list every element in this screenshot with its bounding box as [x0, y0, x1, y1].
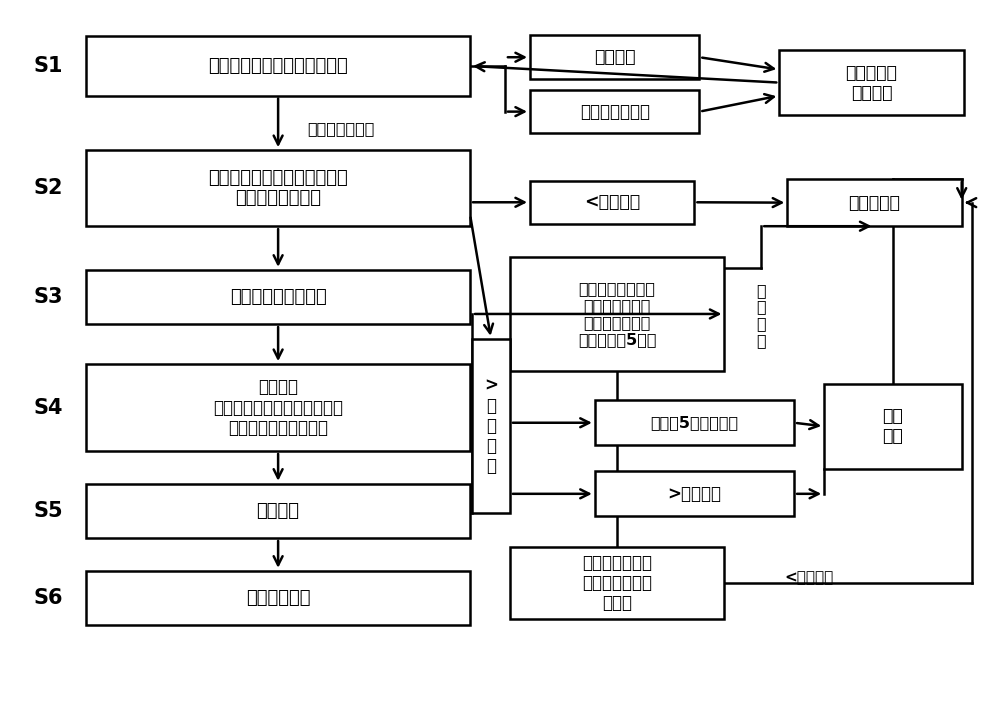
- FancyBboxPatch shape: [86, 483, 470, 538]
- Text: S2: S2: [34, 178, 63, 198]
- FancyBboxPatch shape: [86, 364, 470, 451]
- Text: S5: S5: [33, 501, 63, 521]
- Text: 相
差
较
大: 相 差 较 大: [756, 282, 766, 348]
- Text: 与至少5条数据接近: 与至少5条数据接近: [650, 415, 739, 430]
- Text: S3: S3: [34, 287, 63, 307]
- Text: S6: S6: [34, 588, 63, 608]
- Text: <免费时长: <免费时长: [785, 571, 834, 585]
- Text: 存在
停车: 存在 停车: [883, 408, 903, 446]
- FancyBboxPatch shape: [510, 547, 724, 620]
- Text: 通知管理员
辅助缴费: 通知管理员 辅助缴费: [846, 63, 897, 102]
- Text: 收缴费：
包括预缴费、结算、余额自动
缴费、管理员辅助缴费: 收缴费： 包括预缴费、结算、余额自动 缴费、管理员辅助缴费: [213, 379, 343, 437]
- Text: S4: S4: [34, 397, 63, 418]
- Text: 存在停车时自动计费: 存在停车时自动计费: [230, 288, 326, 306]
- FancyBboxPatch shape: [595, 471, 794, 516]
- Text: 车牌有欠费记录: 车牌有欠费记录: [580, 103, 650, 121]
- FancyBboxPatch shape: [779, 50, 964, 115]
- FancyBboxPatch shape: [595, 400, 794, 446]
- FancyBboxPatch shape: [530, 181, 694, 224]
- Text: 根据一进一出时间差判断车辆
是否存在停车行为: 根据一进一出时间差判断车辆 是否存在停车行为: [208, 169, 348, 207]
- Text: >免费时长: >免费时长: [667, 485, 721, 503]
- FancyBboxPatch shape: [86, 269, 470, 324]
- Text: S1: S1: [34, 56, 63, 76]
- FancyBboxPatch shape: [510, 257, 724, 371]
- FancyBboxPatch shape: [86, 571, 470, 625]
- FancyBboxPatch shape: [530, 36, 699, 79]
- Text: 对比车流量情况：
对比相同入口且
进入时间在该车
辆前后的各5辆车: 对比车流量情况： 对比相同入口且 进入时间在该车 辆前后的各5辆车: [578, 281, 656, 347]
- FancyBboxPatch shape: [472, 339, 510, 513]
- FancyBboxPatch shape: [787, 179, 962, 226]
- Text: 结算管理: 结算管理: [257, 502, 300, 520]
- Text: 扣除管理员反馈
的非正常交通路
况时间: 扣除管理员反馈 的非正常交通路 况时间: [582, 554, 652, 612]
- FancyBboxPatch shape: [86, 150, 470, 226]
- Text: <免费时长: <免费时长: [584, 193, 640, 211]
- FancyBboxPatch shape: [530, 90, 699, 133]
- Text: 车牌无欠费记录: 车牌无欠费记录: [307, 121, 374, 136]
- Text: 应急申述处理: 应急申述处理: [246, 589, 310, 607]
- Text: >
免
费
时
长: > 免 费 时 长: [484, 376, 498, 475]
- Text: 无牌车辆: 无牌车辆: [594, 48, 635, 66]
- Text: 不存在停车: 不存在停车: [849, 194, 900, 212]
- FancyBboxPatch shape: [824, 384, 962, 469]
- Text: 采集区域边界经过的车辆信息: 采集区域边界经过的车辆信息: [208, 57, 348, 75]
- FancyBboxPatch shape: [86, 36, 470, 95]
